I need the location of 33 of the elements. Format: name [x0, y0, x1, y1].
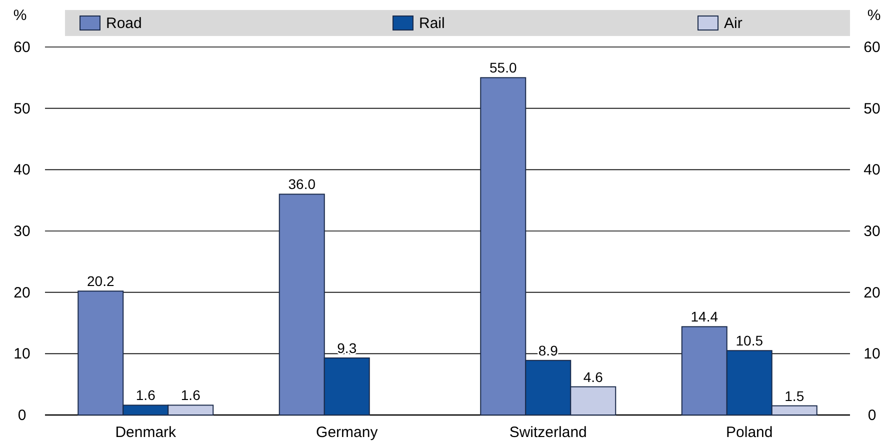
y-tick-label: 40: [14, 162, 30, 179]
data-label: 9.3: [337, 340, 357, 356]
x-tick-label: Germany: [316, 424, 378, 441]
data-label: 36.0: [288, 176, 316, 192]
legend-label: Air: [724, 15, 742, 32]
y2-tick-label: 30: [864, 223, 880, 240]
data-label: 55.0: [490, 60, 517, 76]
y-axis-title: %: [13, 7, 27, 24]
y-tick-label: 0: [18, 407, 26, 424]
y2-tick-label: 0: [868, 407, 876, 424]
y-tick-label: 10: [14, 346, 30, 363]
y-tick-label: 50: [14, 100, 30, 118]
data-label: 1.6: [136, 387, 156, 404]
y-tick-label: 60: [14, 39, 30, 56]
x-tick-label: Poland: [726, 424, 773, 441]
data-label: 14.4: [690, 308, 718, 325]
y2-tick-label: 20: [864, 284, 880, 302]
data-label: 10.5: [736, 332, 764, 349]
data-label: 1.6: [180, 387, 201, 404]
legend-label: Rail: [419, 15, 445, 32]
x-tick-label: Switzerland: [509, 424, 587, 441]
data-label: 1.5: [784, 388, 804, 404]
data-label: 20.2: [87, 273, 114, 290]
x-tick-label: Denmark: [115, 424, 177, 441]
y2-axis-title: %: [867, 7, 881, 24]
y2-tick-label: 60: [864, 39, 880, 56]
data-label: 4.6: [583, 368, 604, 385]
y2-tick-label: 10: [864, 346, 880, 363]
y2-tick-label: 50: [864, 100, 880, 118]
y2-tick-label: 40: [864, 162, 880, 179]
y-tick-label: 30: [14, 223, 30, 240]
legend-label: Road: [106, 15, 142, 32]
y-tick-label: 20: [14, 284, 30, 302]
